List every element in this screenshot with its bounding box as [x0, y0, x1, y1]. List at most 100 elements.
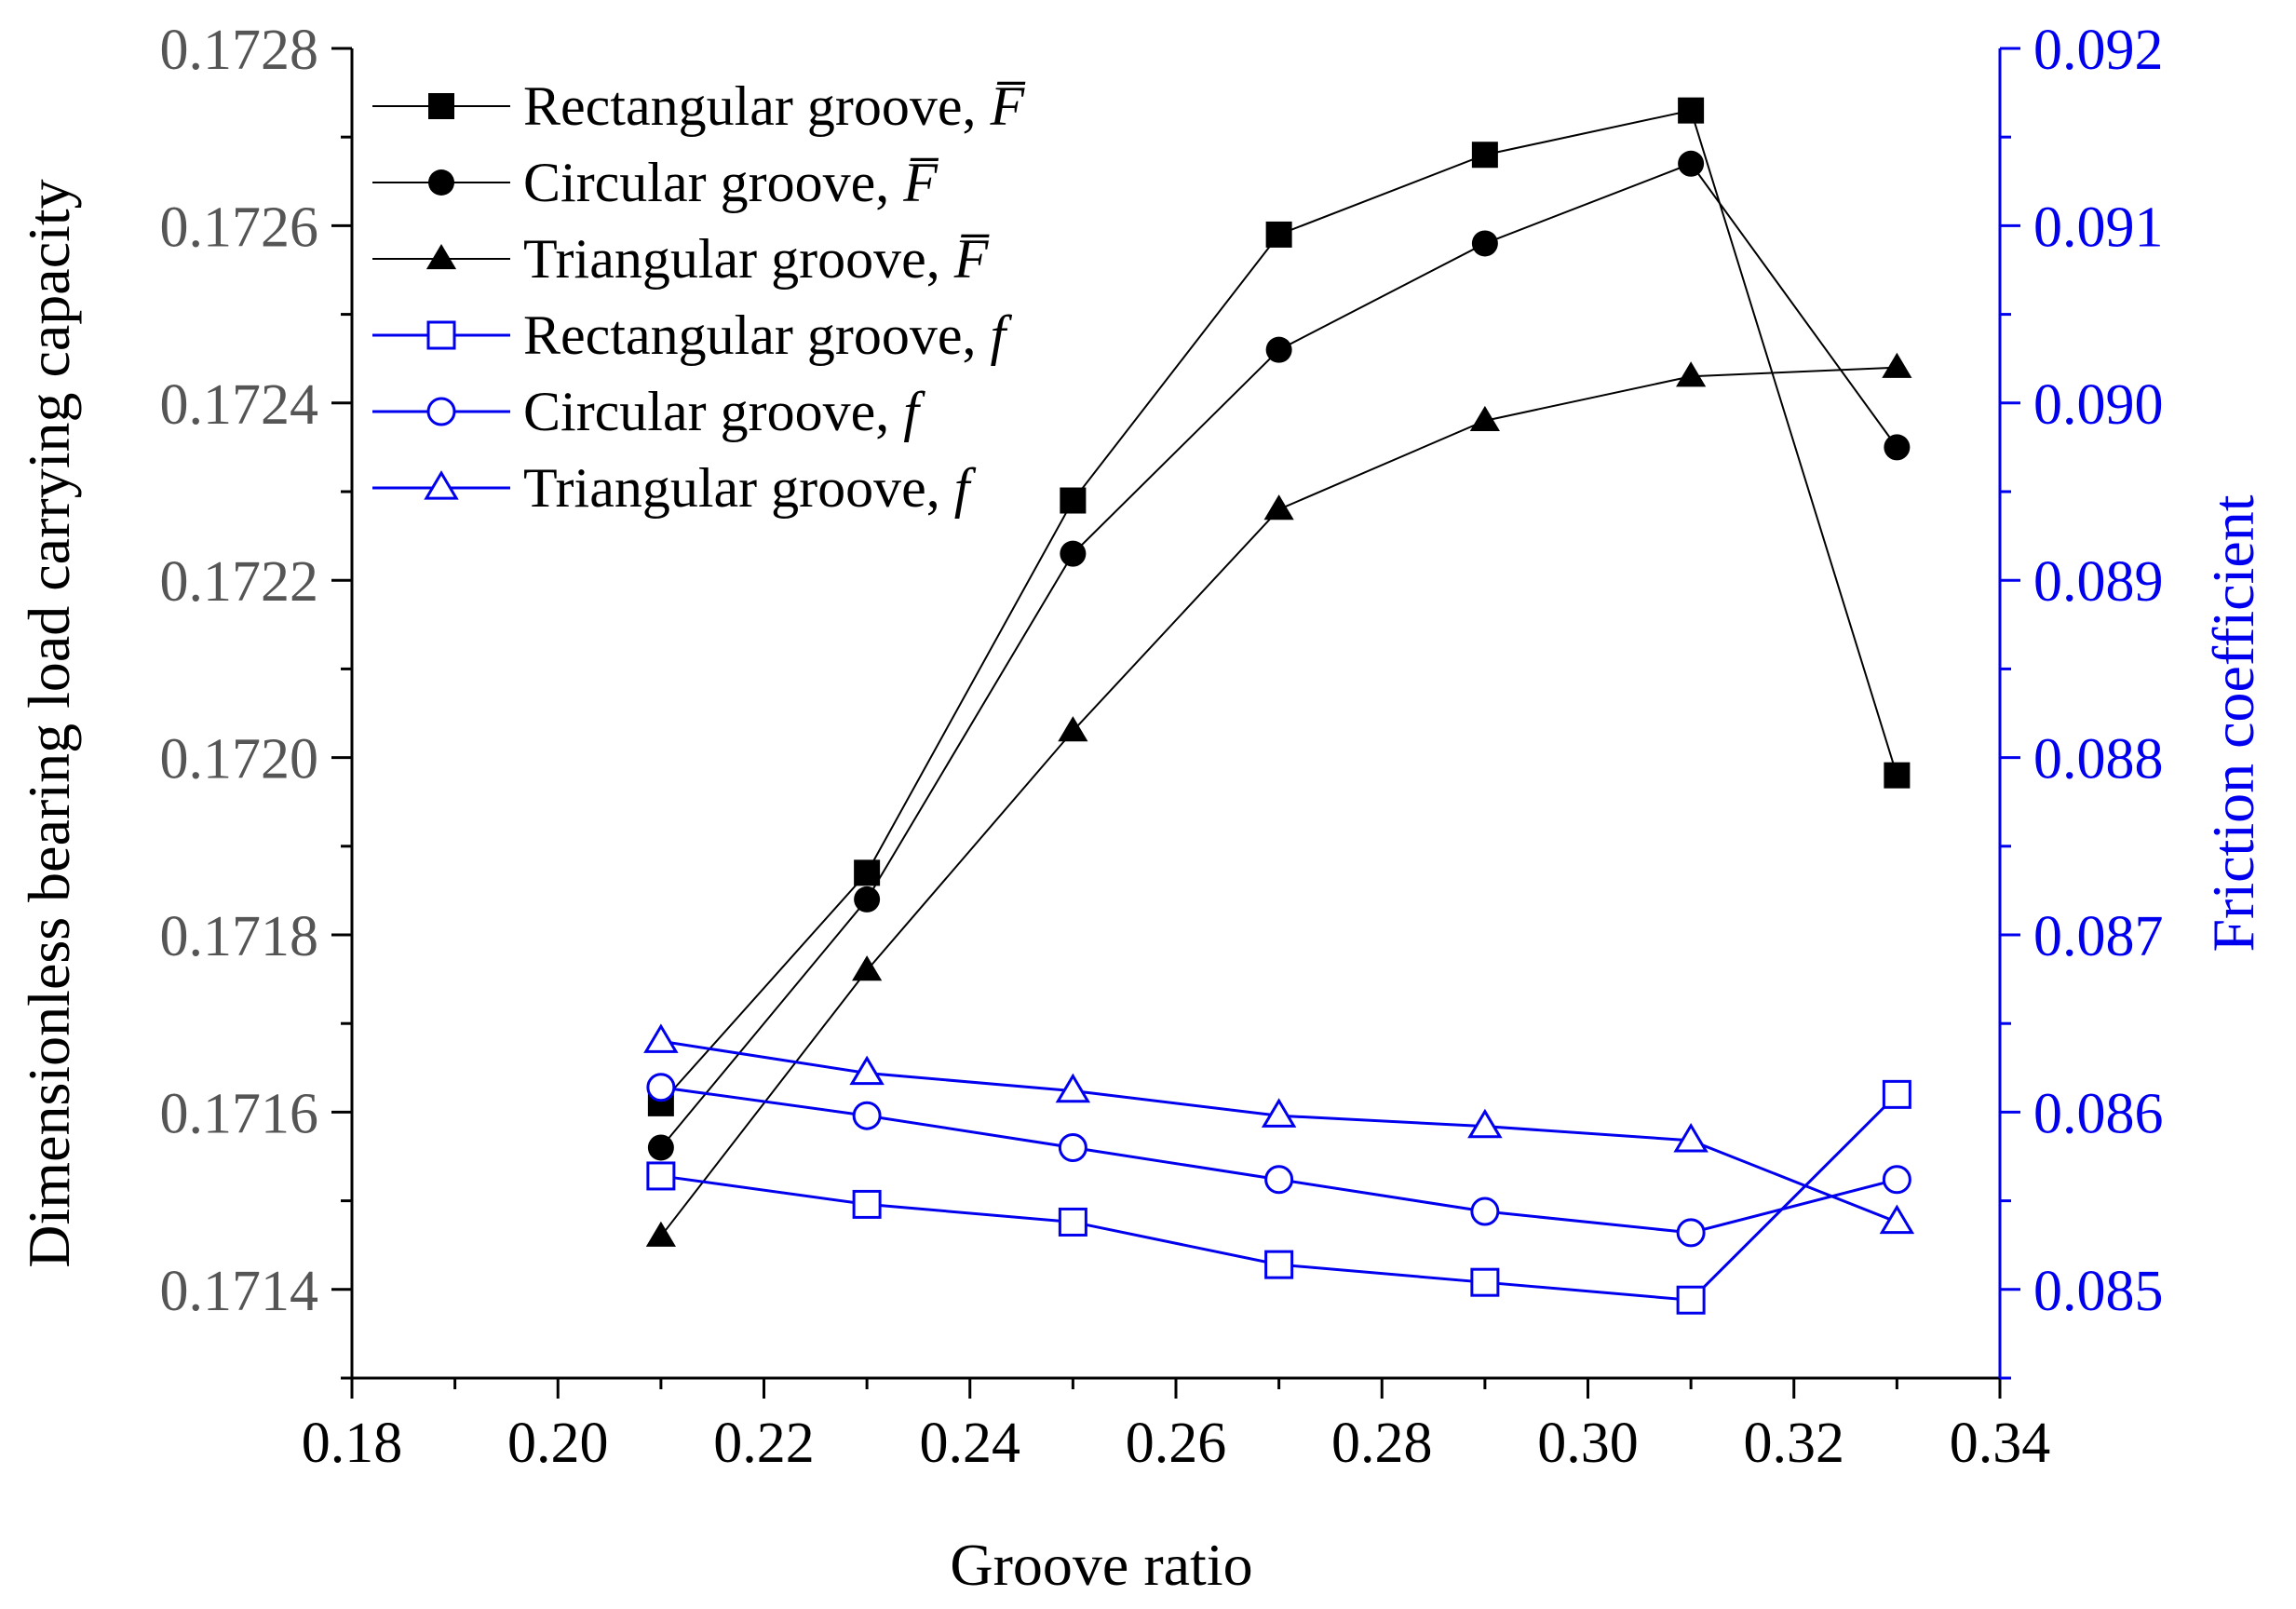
data-point — [1469, 405, 1500, 432]
data-point — [852, 1189, 882, 1219]
data-point — [1884, 762, 1911, 789]
axes: 0.18 0.20 0.22 0.24 0.26 0.28 0.30 0.32 0.34 0.17… — [160, 19, 2164, 1475]
legend-entry: Triangular groove, f — [372, 457, 977, 519]
data-point — [852, 1101, 882, 1130]
data-point — [647, 1134, 674, 1161]
legend-label-name: Rectangular groove, — [523, 75, 976, 137]
y-right-tick-label: 0.085 — [2033, 1260, 2164, 1323]
legend-label-symbol: F̅ — [940, 228, 991, 290]
x-tick-label: 0.30 — [1537, 1412, 1639, 1475]
y-right-tick-label: 0.092 — [2033, 19, 2164, 82]
legend: Rectangular groove, F̅Circular groove, F… — [372, 75, 1026, 519]
y-left-tick-label: 0.1720 — [160, 728, 319, 791]
legend-label-symbol: F̅ — [889, 152, 939, 213]
data-point — [1471, 142, 1498, 169]
legend-label-symbol: f — [889, 381, 925, 442]
legend-label: Triangular groove, F̅ — [523, 228, 990, 290]
x-tick-label: 0.22 — [713, 1412, 815, 1475]
legend-marker — [424, 470, 459, 500]
y-left-tick-label: 0.1724 — [160, 373, 319, 437]
series-line — [660, 1039, 1898, 1224]
x-tick-label: 0.18 — [302, 1412, 403, 1475]
data-point — [646, 1073, 676, 1102]
legend-marker — [428, 93, 454, 119]
data-point — [1263, 494, 1294, 521]
y-left-tick-label: 0.1716 — [160, 1082, 319, 1145]
y-left-tick-label: 0.1718 — [160, 905, 319, 968]
legend-entry: Triangular groove, F̅ — [372, 228, 990, 290]
legend-marker — [425, 244, 457, 270]
legend-label-name: Triangular groove, — [523, 228, 940, 290]
data-point — [1060, 487, 1087, 514]
y-axis-right-title: Friction coefficient — [2200, 494, 2266, 952]
legend-label: Circular groove, F̅ — [523, 152, 939, 213]
y-left-tick-label: 0.1714 — [160, 1260, 319, 1323]
data-point — [1261, 1098, 1297, 1128]
data-point — [1673, 1122, 1708, 1153]
legend-label: Rectangular groove, F̅ — [523, 75, 1026, 137]
x-tick-label: 0.28 — [1331, 1412, 1433, 1475]
data-point — [1058, 1207, 1087, 1237]
y-right-tick-label: 0.088 — [2033, 728, 2164, 791]
data-point — [1060, 540, 1087, 567]
legend-label-name: Rectangular groove, — [523, 304, 976, 366]
legend-label: Rectangular groove, f — [523, 304, 1012, 366]
plot-area — [643, 97, 1915, 1315]
data-point — [854, 886, 881, 913]
legend-entry: Circular groove, F̅ — [372, 152, 939, 213]
data-point — [1058, 1132, 1087, 1162]
data-point — [1470, 1197, 1500, 1226]
series-4 — [646, 1079, 1911, 1315]
y-right-tick-label: 0.090 — [2033, 373, 2164, 437]
data-point — [1882, 1165, 1911, 1195]
data-point — [1467, 1108, 1503, 1139]
x-tick-label: 0.24 — [920, 1412, 1021, 1475]
data-point — [1470, 1267, 1500, 1297]
data-point — [1676, 361, 1707, 387]
data-point — [1265, 221, 1292, 248]
series-5 — [646, 1073, 1911, 1248]
data-point — [646, 1161, 676, 1191]
legend-marker — [426, 320, 456, 350]
legend-label-name: Circular groove, — [523, 152, 889, 213]
y-right-tick-label: 0.089 — [2033, 550, 2164, 614]
x-axis-title: Groove ratio — [950, 1532, 1252, 1598]
legend-marker — [426, 397, 456, 426]
data-point — [1676, 1285, 1706, 1315]
legend-entry: Rectangular groove, F̅ — [372, 75, 1026, 137]
data-point — [1882, 1079, 1911, 1109]
x-tick-label: 0.32 — [1744, 1412, 1845, 1475]
series-1 — [647, 97, 1911, 1116]
legend-label: Circular groove, f — [523, 381, 925, 442]
data-point — [1676, 1218, 1706, 1248]
y-axis-left-title: Dimensionless bearing load carrying capa… — [16, 179, 82, 1267]
series-3 — [645, 352, 1912, 1247]
legend-label-symbol: F̅ — [976, 75, 1026, 137]
series-2 — [647, 150, 1911, 1161]
legend-marker — [428, 169, 454, 196]
data-point — [849, 1055, 885, 1086]
data-point — [645, 1221, 676, 1247]
y-right-tick-label: 0.086 — [2033, 1082, 2164, 1145]
x-tick-label: 0.20 — [507, 1412, 609, 1475]
data-point — [643, 1023, 679, 1053]
series-6 — [643, 1023, 1915, 1235]
data-point — [1471, 230, 1498, 257]
legend-entry: Circular groove, f — [372, 381, 925, 442]
data-point — [1264, 1165, 1294, 1195]
y-left-tick-label: 0.1726 — [160, 196, 319, 259]
legend-entry: Rectangular groove, f — [372, 304, 1012, 366]
data-point — [1884, 434, 1911, 461]
data-point — [1879, 1204, 1915, 1235]
y-left-tick-label: 0.1722 — [160, 550, 319, 614]
data-point — [1265, 336, 1292, 363]
data-point — [1678, 97, 1705, 124]
data-point — [852, 955, 883, 981]
legend-label: Triangular groove, f — [523, 457, 977, 519]
y-left-tick-label: 0.1728 — [160, 19, 319, 82]
data-point — [1055, 1073, 1091, 1103]
legend-label-name: Circular groove, — [523, 381, 889, 442]
x-tick-label: 0.26 — [1126, 1412, 1227, 1475]
legend-label-symbol: f — [976, 304, 1012, 366]
